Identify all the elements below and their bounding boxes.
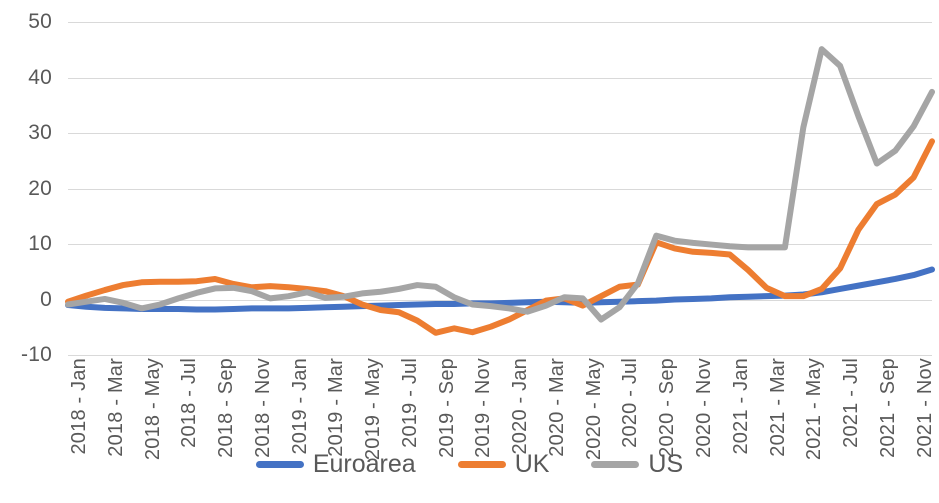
x-axis-tick-label: 2021 - Sep	[876, 358, 899, 458]
y-axis: 50 40 30 20 10 0 -10	[0, 0, 62, 377]
x-axis-tick: 2018 - Jul	[178, 358, 201, 448]
x-axis-tick-label: 2019 - Jul	[398, 358, 421, 448]
x-axis-tick-label: 2020 - Sep	[656, 358, 679, 458]
y-axis-tick-label: 50	[28, 10, 52, 33]
x-axis-tick: 2021 - Nov	[914, 358, 937, 458]
legend-label: UK	[514, 450, 550, 478]
gridlines	[68, 22, 932, 356]
y-axis-tick-label: 40	[28, 65, 52, 89]
x-axis-tick: 2019 - Nov	[472, 358, 495, 458]
x-axis-tick-label: 2019 - May	[362, 358, 385, 461]
x-axis-tick-label: 2020 - Jan	[509, 358, 532, 455]
gridline	[68, 188, 932, 190]
x-axis-tick: 2019 - Jul	[399, 358, 422, 448]
series-line-us	[65, 46, 935, 323]
x-axis-tick: 2021 - Mar	[767, 358, 790, 457]
y-axis-tick-label: 0	[40, 287, 52, 311]
x-axis-tick: 2019 - May	[362, 358, 385, 460]
x-axis-tick: 2019 - Sep	[436, 358, 459, 458]
gridline	[68, 77, 932, 79]
x-axis-tick-label: 2018 - May	[141, 358, 164, 461]
y-axis-tick-label: 10	[28, 232, 52, 255]
x-axis-tick-label: 2021 - May	[803, 358, 826, 461]
gridline	[68, 299, 932, 301]
x-axis-tick: 2019 - Mar	[325, 358, 348, 457]
legend-swatch-icon	[457, 461, 506, 468]
x-axis-tick-label: 2020 - Jul	[619, 358, 642, 448]
x-axis-tick-label: 2020 - Nov	[693, 358, 716, 458]
x-axis-tick: 2018 - May	[142, 358, 165, 460]
legend-item-uk[interactable]: UK	[457, 450, 550, 478]
x-axis-tick: 2021 - May	[803, 358, 826, 460]
x-axis-tick: 2018 - Mar	[105, 358, 128, 457]
chart-legend: Euroarea UK US	[0, 452, 939, 477]
x-axis-tick-label: 2021 - Nov	[913, 358, 936, 458]
gridline	[68, 133, 932, 134]
legend-label: Euroarea	[312, 450, 416, 478]
gridline	[68, 22, 932, 23]
x-axis-tick: 2021 - Sep	[877, 358, 900, 458]
x-axis-tick: 2021 - Jan	[730, 358, 753, 455]
x-axis-tick-label: 2019 - Sep	[435, 358, 458, 458]
legend-item-euroarea[interactable]: Euroarea	[255, 450, 416, 478]
x-axis-tick-label: 2018 - Nov	[251, 358, 274, 458]
legend-label: US	[648, 450, 684, 478]
series-container	[65, 46, 935, 336]
x-axis-tick: 2020 - Mar	[546, 358, 569, 457]
x-axis-tick-label: 2019 - Mar	[325, 358, 348, 457]
x-axis-tick: 2020 - Nov	[693, 358, 716, 458]
legend-swatch-icon	[591, 461, 640, 468]
x-axis-tick-label: 2021 - Mar	[766, 358, 789, 457]
legend-item-us[interactable]: US	[591, 452, 683, 477]
x-axis-tick-label: 2019 - Nov	[472, 358, 495, 458]
x-axis-tick-label: 2020 - Mar	[545, 358, 568, 457]
series-line-euroarea	[65, 266, 935, 313]
x-axis-tick-label: 2021 - Jul	[840, 358, 863, 448]
x-axis-tick: 2018 - Jan	[68, 358, 91, 455]
legend-swatch-icon	[255, 461, 304, 468]
x-axis-tick: 2020 - May	[583, 358, 606, 460]
x-axis-tick: 2020 - Jul	[619, 358, 642, 448]
plot-area	[65, 22, 935, 356]
y-axis-tick-label: 20	[28, 176, 52, 200]
gridline	[68, 355, 932, 356]
series-line-uk	[65, 138, 935, 336]
x-axis-tick: 2019 - Jan	[289, 358, 312, 455]
x-axis-tick: 2021 - Jul	[840, 358, 863, 448]
x-axis-tick-label: 2018 - Jul	[178, 358, 201, 448]
x-axis-tick: 2020 - Sep	[656, 358, 679, 458]
x-axis-tick-label: 2021 - Jan	[729, 358, 752, 455]
y-axis-tick-label: 30	[28, 121, 52, 144]
x-axis-tick-label: 2018 - Mar	[104, 358, 127, 457]
x-axis-tick-label: 2018 - Sep	[215, 358, 238, 458]
y-axis-tick-label: -10	[21, 343, 52, 366]
x-axis-tick: 2018 - Sep	[215, 358, 238, 458]
gridline	[68, 244, 932, 245]
x-axis-tick-label: 2019 - Jan	[288, 358, 311, 455]
x-axis-tick: 2020 - Jan	[509, 358, 532, 455]
x-axis-tick: 2018 - Nov	[252, 358, 275, 458]
x-axis-tick-label: 2018 - Jan	[68, 358, 90, 455]
x-axis-tick-label: 2020 - May	[582, 358, 605, 461]
